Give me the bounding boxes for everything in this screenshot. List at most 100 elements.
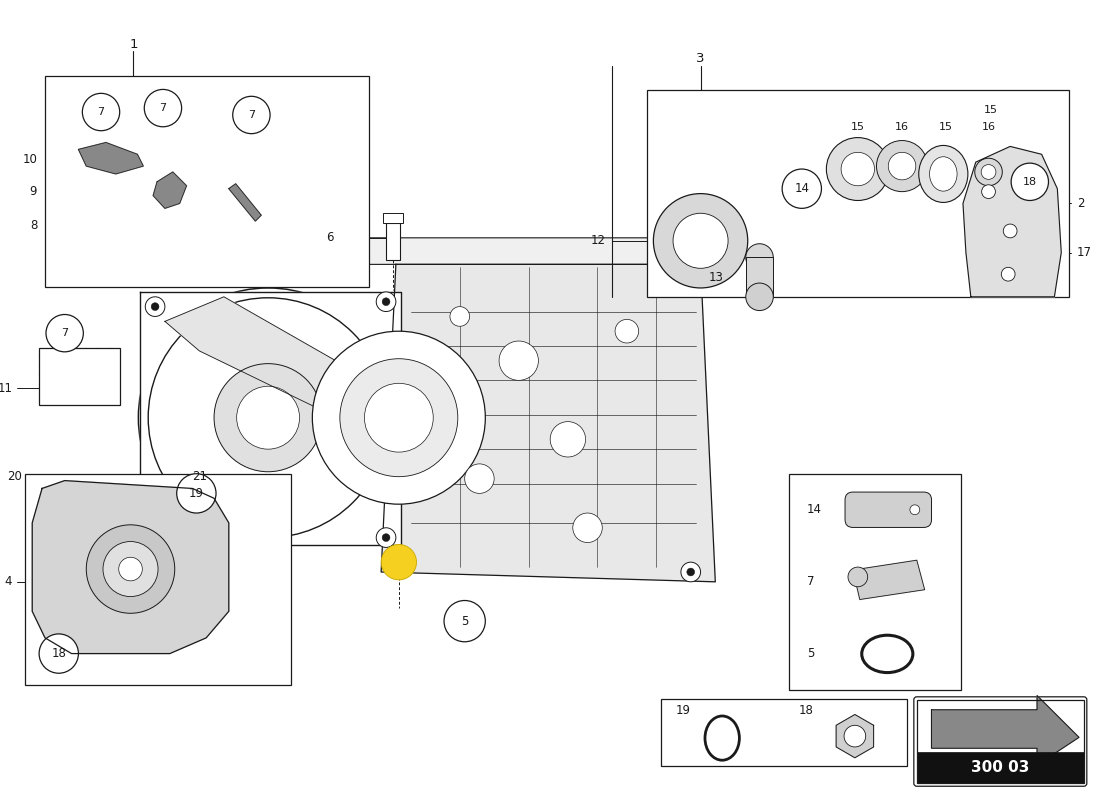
Circle shape (444, 601, 485, 642)
Circle shape (145, 297, 165, 317)
Circle shape (103, 542, 158, 597)
Polygon shape (214, 238, 725, 264)
Text: 9: 9 (30, 185, 37, 198)
Circle shape (214, 364, 322, 472)
Text: 7: 7 (806, 575, 814, 588)
Text: 18: 18 (799, 704, 813, 717)
Text: 7: 7 (98, 107, 104, 117)
Bar (386, 223, 399, 261)
Bar (746, 258, 773, 297)
Text: 18: 18 (1023, 177, 1037, 187)
Circle shape (686, 568, 695, 576)
Polygon shape (153, 172, 187, 208)
FancyBboxPatch shape (914, 697, 1087, 786)
Text: 15: 15 (939, 122, 954, 132)
Text: 19: 19 (189, 487, 204, 500)
Circle shape (382, 298, 390, 306)
Text: 3: 3 (696, 53, 705, 66)
Bar (647, 90, 1069, 297)
Circle shape (550, 422, 585, 457)
Circle shape (312, 331, 485, 504)
Text: 19: 19 (675, 704, 691, 717)
Text: 5: 5 (461, 614, 469, 628)
Circle shape (615, 319, 639, 343)
Bar (916, 700, 1084, 783)
Circle shape (151, 302, 160, 310)
Text: 15: 15 (850, 122, 865, 132)
Circle shape (151, 529, 160, 537)
Circle shape (177, 474, 216, 513)
Ellipse shape (930, 157, 957, 191)
Circle shape (573, 513, 603, 542)
Circle shape (145, 523, 165, 542)
Text: 4: 4 (4, 575, 12, 588)
Circle shape (139, 288, 398, 547)
Circle shape (842, 152, 874, 186)
Circle shape (376, 528, 396, 547)
Text: 15: 15 (983, 105, 998, 115)
Polygon shape (381, 264, 715, 582)
Circle shape (119, 558, 142, 581)
Polygon shape (836, 714, 873, 758)
Polygon shape (78, 142, 143, 174)
Circle shape (1011, 163, 1048, 201)
Text: 20: 20 (8, 470, 22, 483)
Ellipse shape (981, 165, 996, 179)
Bar (789, 474, 961, 690)
Polygon shape (229, 184, 261, 221)
Text: 1: 1 (129, 38, 138, 50)
Circle shape (499, 341, 538, 380)
Text: 14: 14 (806, 503, 822, 516)
Circle shape (686, 268, 695, 276)
Circle shape (681, 562, 701, 582)
Text: 6: 6 (327, 231, 334, 244)
Circle shape (197, 347, 339, 489)
Polygon shape (852, 560, 925, 599)
Circle shape (877, 141, 927, 192)
Circle shape (381, 545, 417, 580)
Text: 16: 16 (895, 122, 909, 132)
Text: 8: 8 (30, 218, 37, 231)
Circle shape (844, 726, 866, 747)
Text: europarts: europarts (157, 302, 703, 399)
Polygon shape (165, 297, 396, 430)
Circle shape (910, 505, 920, 514)
Ellipse shape (746, 283, 773, 310)
Circle shape (40, 634, 78, 674)
Circle shape (376, 292, 396, 311)
Circle shape (464, 464, 494, 494)
Polygon shape (249, 478, 288, 518)
Text: 21: 21 (191, 470, 207, 483)
Text: 10: 10 (22, 153, 37, 166)
Circle shape (148, 298, 388, 538)
Circle shape (1003, 224, 1018, 238)
Circle shape (673, 214, 728, 268)
Polygon shape (32, 481, 229, 654)
Circle shape (981, 185, 996, 198)
Circle shape (46, 314, 84, 352)
Ellipse shape (861, 635, 913, 673)
Circle shape (86, 525, 175, 614)
Text: 7: 7 (160, 103, 166, 113)
Circle shape (681, 262, 701, 282)
Bar (45, 76, 370, 287)
FancyBboxPatch shape (845, 492, 932, 527)
Circle shape (1001, 267, 1015, 281)
Circle shape (782, 169, 822, 208)
Text: 14: 14 (794, 182, 810, 195)
Text: 7: 7 (62, 328, 68, 338)
Bar (661, 698, 908, 766)
Text: 13: 13 (708, 270, 723, 284)
Circle shape (653, 194, 748, 288)
Ellipse shape (746, 244, 773, 271)
Text: 300 03: 300 03 (971, 760, 1030, 775)
Text: 7: 7 (248, 110, 255, 120)
Ellipse shape (975, 158, 1002, 186)
Bar (383, 214, 403, 223)
Text: 2: 2 (1077, 197, 1085, 210)
Bar (916, 751, 1084, 783)
Ellipse shape (705, 716, 739, 760)
Bar (25, 474, 290, 685)
Circle shape (236, 386, 299, 449)
Circle shape (364, 383, 433, 452)
